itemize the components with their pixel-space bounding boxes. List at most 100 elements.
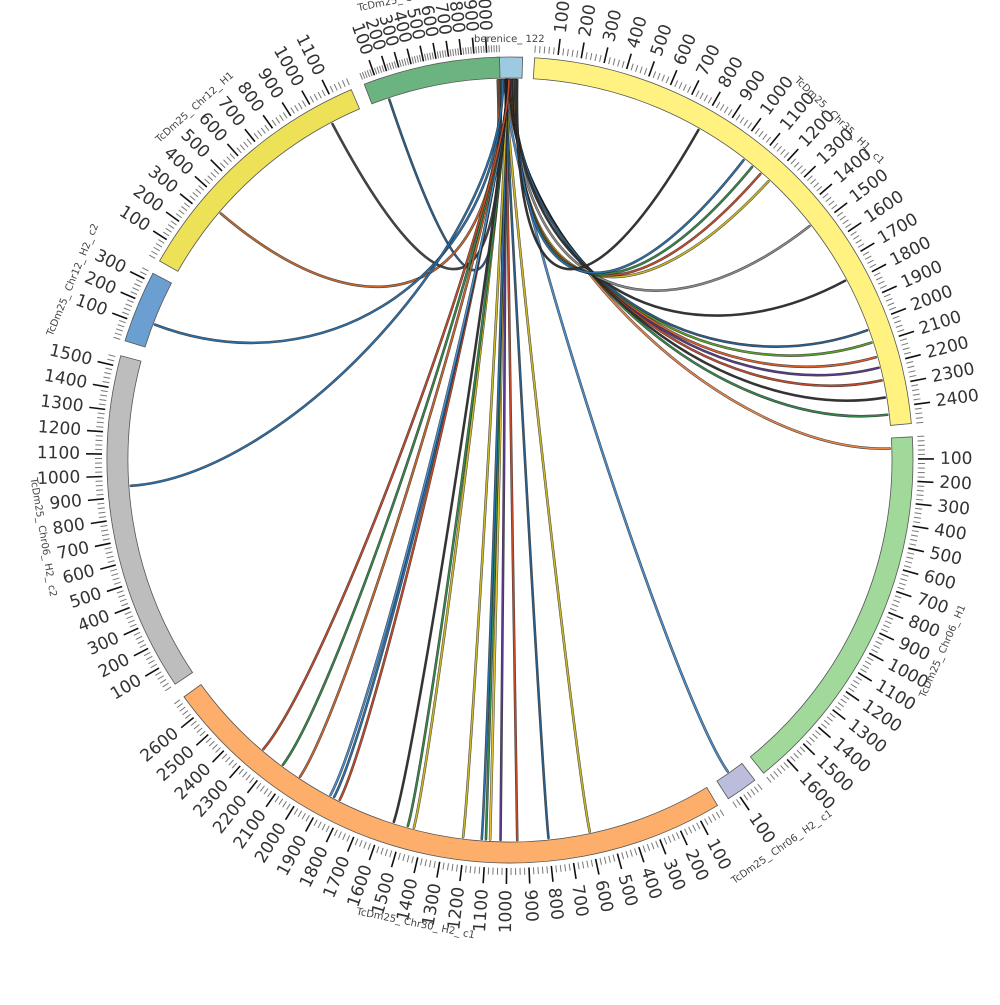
ruler-minor-tick — [222, 754, 227, 759]
ruler-minor-tick — [163, 232, 169, 236]
ruler-minor-tick — [906, 557, 913, 559]
ruler-major-tick — [896, 591, 911, 596]
ruler-minor-tick — [100, 395, 107, 396]
ruler-minor-tick — [279, 115, 283, 121]
ruler-minor-tick — [298, 811, 302, 817]
ruler-minor-tick — [784, 762, 789, 767]
ruler-minor-tick — [174, 700, 180, 704]
link-35 — [300, 80, 508, 777]
ruler-minor-tick — [814, 183, 819, 188]
ruler-minor-tick — [868, 260, 874, 263]
ruler-major-tick — [820, 184, 832, 194]
ruler-minor-tick — [770, 774, 774, 779]
ruler-minor-tick — [887, 617, 893, 620]
tick-label: 100 — [744, 809, 779, 847]
ruler-minor-tick — [382, 65, 384, 72]
ruler-minor-tick — [640, 67, 642, 74]
ruler-minor-tick — [666, 77, 669, 83]
ruler-minor-tick — [560, 865, 561, 872]
ruler-minor-tick — [166, 228, 172, 232]
ruler-major-tick — [153, 231, 166, 240]
ruler-minor-tick — [377, 846, 379, 853]
ruler-major-tick — [913, 526, 929, 529]
ruler-minor-tick — [458, 48, 459, 55]
ruler-major-tick — [107, 586, 122, 591]
tick-label: 1400 — [43, 366, 89, 393]
ruler-minor-tick — [876, 641, 882, 644]
ruler-major-tick — [627, 54, 632, 69]
ruler-minor-tick — [913, 522, 920, 523]
ruler-minor-tick — [322, 90, 325, 96]
ruler-minor-tick — [318, 92, 321, 98]
ruler-minor-tick — [103, 377, 110, 378]
ruler-minor-tick — [767, 777, 771, 782]
tick-label: 900 — [520, 889, 541, 922]
ruler-minor-tick — [158, 240, 164, 244]
tick-label: 600 — [590, 878, 616, 914]
ruler-major-tick — [581, 43, 584, 59]
ruler-major-tick — [245, 129, 255, 141]
ruler-minor-tick — [906, 362, 913, 364]
ruler-minor-tick — [736, 799, 740, 805]
ruler-minor-tick — [279, 799, 283, 805]
ruler-major-tick — [87, 431, 103, 432]
ruler-minor-tick — [360, 840, 363, 847]
ruler-minor-tick — [894, 321, 901, 323]
ruler-minor-tick — [105, 548, 112, 550]
ruler-minor-tick — [900, 339, 907, 341]
ruler-minor-tick — [179, 210, 185, 214]
ruler-minor-tick — [885, 621, 891, 624]
ruler-minor-tick — [110, 569, 117, 571]
ruler-minor-tick — [915, 513, 922, 514]
ruler-minor-tick — [364, 842, 366, 849]
ruler-minor-tick — [858, 244, 864, 248]
ruler-major-tick — [437, 862, 440, 878]
ruler-minor-tick — [716, 102, 720, 108]
ruler-minor-tick — [720, 104, 724, 110]
ruler-minor-tick — [403, 854, 405, 861]
ruler-minor-tick — [540, 46, 541, 53]
ruler-minor-tick — [196, 189, 201, 194]
ruler-minor-tick — [362, 72, 364, 79]
ruler-major-tick — [180, 194, 192, 204]
ruler-minor-tick — [151, 251, 157, 255]
ruler-minor-tick — [740, 117, 744, 123]
ruler-minor-tick — [871, 649, 877, 652]
ruler-minor-tick — [334, 830, 337, 836]
ruler-minor-tick — [567, 49, 568, 56]
ruler-minor-tick — [915, 408, 922, 409]
tick-label: 700 — [567, 883, 592, 918]
ruler-major-tick — [230, 766, 241, 778]
ruler-major-tick — [882, 286, 897, 293]
ruler-major-tick — [617, 854, 621, 869]
ruler-minor-tick — [549, 47, 550, 54]
ruler-minor-tick — [470, 866, 471, 873]
ruler-minor-tick — [914, 399, 921, 400]
ruler-minor-tick — [582, 862, 583, 869]
ruler-minor-tick — [220, 163, 225, 168]
ruler-major-tick — [596, 859, 599, 875]
ruler-minor-tick — [177, 703, 183, 707]
ruler-minor-tick — [381, 848, 383, 855]
ruler-minor-tick — [302, 101, 306, 107]
ruler-minor-tick — [892, 604, 899, 606]
ruler-minor-tick — [404, 59, 406, 66]
ruler-minor-tick — [759, 131, 763, 137]
ruler-minor-tick — [102, 381, 109, 382]
ruler-minor-tick — [443, 863, 444, 870]
ruler-minor-tick — [140, 644, 146, 647]
link-outline — [515, 80, 760, 275]
ruler-minor-tick — [563, 48, 564, 55]
tick-label: 1200 — [37, 417, 82, 440]
ruler-minor-tick — [635, 849, 637, 856]
ruler-minor-tick — [910, 539, 917, 540]
ruler-minor-tick — [117, 591, 124, 593]
ruler-minor-tick — [108, 561, 115, 563]
ruler-major-tick — [558, 39, 560, 55]
ruler-minor-tick — [107, 359, 114, 361]
ruler-minor-tick — [736, 115, 740, 121]
ruler-major-tick — [282, 102, 291, 115]
ruler-minor-tick — [158, 676, 164, 680]
ruler-minor-tick — [180, 707, 186, 711]
